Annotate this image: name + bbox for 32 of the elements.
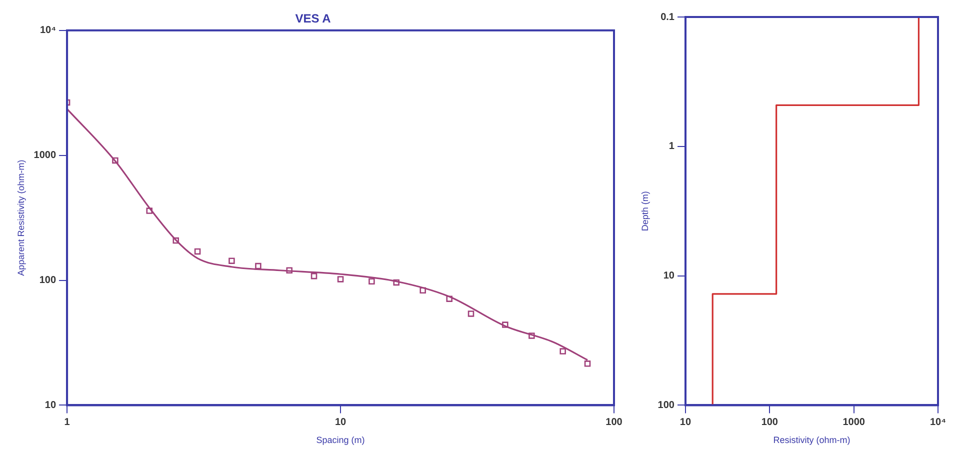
point — [584, 360, 591, 367]
x-tick-label: 10 — [334, 416, 347, 428]
point — [146, 208, 152, 214]
y-tick-label: 100 — [658, 400, 675, 411]
y-tick-label: 1 — [668, 141, 675, 152]
x-tick-label: 1000 — [842, 416, 866, 428]
y-tick-label: 100 — [39, 275, 56, 286]
y-tick-label: 10 — [44, 400, 56, 411]
point — [337, 276, 344, 282]
point — [310, 272, 318, 280]
y-tick-label: 10⁴ — [40, 25, 56, 36]
x-axis-title: Spacing (m) — [316, 435, 365, 446]
point — [446, 296, 452, 302]
y-axis-title: Depth (m) — [640, 191, 650, 232]
y-tick-label: 1000 — [34, 150, 56, 162]
x-tick-label: 1 — [64, 416, 70, 428]
point — [393, 279, 400, 286]
x-axis-title: Resistivity (ohm-m) — [773, 435, 850, 446]
chart-title: VES A — [295, 12, 332, 26]
x-tick-label: 10⁴ — [930, 416, 946, 428]
point — [420, 287, 426, 294]
x-tick-label: 100 — [761, 416, 778, 428]
point — [255, 262, 262, 270]
point — [228, 258, 235, 264]
x-tick-label: 10 — [680, 416, 692, 428]
y-tick-label: 0.1 — [660, 12, 675, 23]
x-tick-label: 100 — [606, 416, 623, 428]
point — [172, 237, 179, 244]
y-tick-label: 10 — [663, 270, 675, 282]
point — [528, 332, 535, 339]
y-axis-title: Apparent Resistivity (ohm-m) — [16, 160, 26, 276]
point — [502, 322, 508, 328]
